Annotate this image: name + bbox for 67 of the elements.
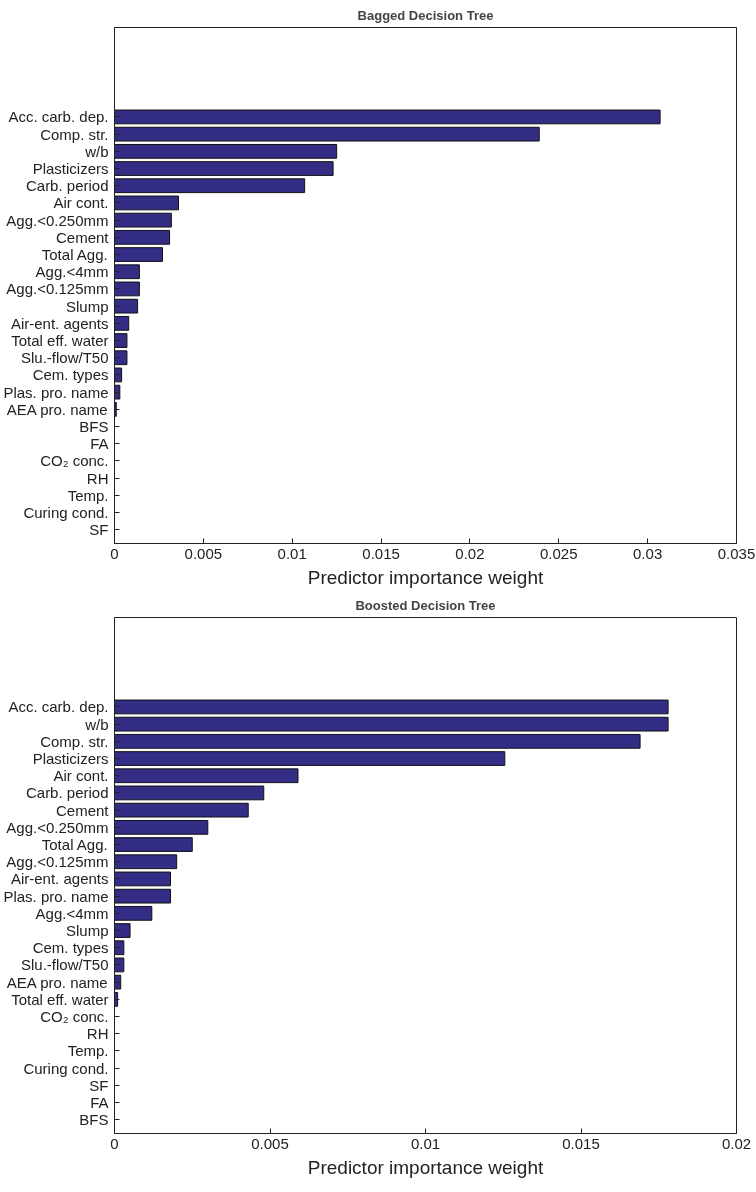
y-tick-label: w/b <box>84 715 109 733</box>
y-tick-label: CO₂ conc. <box>40 452 109 470</box>
y-tick-label: Cem. types <box>32 939 109 957</box>
x-tick-label: 0.02 <box>455 544 485 562</box>
y-tick-label: Total eff. water <box>11 332 109 350</box>
y-tick-label: SF <box>89 1076 109 1094</box>
y-tick-label: AEA pro. name <box>6 400 108 418</box>
y-tick-label: Agg.<0.250mm <box>6 818 109 836</box>
x-tick-label: 0 <box>110 544 119 562</box>
y-tick-label: Cem. types <box>32 366 109 384</box>
y-tick-label: Total Agg. <box>41 246 108 264</box>
y-tick-label: SF <box>89 521 109 539</box>
y-tick-label: Agg.<4mm <box>35 263 109 281</box>
y-tick-label: Air-ent. agents <box>10 870 109 888</box>
x-tick-label: 0.02 <box>721 1134 752 1152</box>
y-tick-label: Curing cond. <box>23 1059 109 1077</box>
y-tick-label: RH <box>86 469 109 487</box>
y-tick-label: BFS <box>79 418 109 436</box>
x-tick-label: 0.01 <box>277 544 307 562</box>
y-tick-label: Acc. carb. dep. <box>8 108 109 126</box>
y-tick-label: Carb. period <box>25 784 109 802</box>
x-tick-label: 0.03 <box>633 544 663 562</box>
y-tick-label: Slu.-flow/T50 <box>20 349 109 367</box>
y-tick-label: Agg.<0.125mm <box>6 853 109 871</box>
y-tick-label: RH <box>86 1025 109 1043</box>
y-tick-label: Agg.<0.250mm <box>6 211 109 229</box>
y-tick-label: Comp. str. <box>40 125 109 143</box>
y-tick-label: Acc. carb. dep. <box>8 698 109 716</box>
x-tick-label: 0.025 <box>540 544 578 562</box>
y-tick-label: Slump <box>65 922 109 940</box>
y-tick-label: Cement <box>55 228 110 246</box>
x-tick-label: 0.005 <box>251 1134 289 1152</box>
y-tick-label: Total Agg. <box>41 836 108 854</box>
y-tick-label: Agg.<0.125mm <box>6 280 109 298</box>
y-tick-label: Plasticizers <box>32 750 109 768</box>
x-tick-label: 0.015 <box>562 1134 600 1152</box>
x-axis-title: Predictor importance weight <box>307 566 544 588</box>
y-tick-label: Air cont. <box>53 767 109 785</box>
y-tick-label: Agg.<4mm <box>35 904 109 922</box>
chart-title: Bagged Decision Tree <box>357 7 494 23</box>
y-tick-label: Plas. pro. name <box>3 383 109 401</box>
y-tick-label: Total eff. water <box>11 990 109 1008</box>
y-tick-label: Air-ent. agents <box>10 314 109 332</box>
y-tick-label: FA <box>90 1094 109 1112</box>
y-tick-label: Plasticizers <box>32 160 109 178</box>
y-tick-label: CO₂ conc. <box>40 1008 109 1026</box>
y-tick-label: AEA pro. name <box>6 973 108 991</box>
x-tick-label: 0.015 <box>362 544 400 562</box>
y-tick-label: BFS <box>79 1111 109 1129</box>
y-tick-label: Air cont. <box>53 194 109 212</box>
x-tick-label: 0 <box>110 1134 119 1152</box>
y-tick-label: Carb. period <box>25 177 109 195</box>
x-tick-label: 0.035 <box>717 544 756 562</box>
x-tick-label: 0.01 <box>410 1134 441 1152</box>
x-tick-label: 0.005 <box>184 544 223 562</box>
y-tick-label: Cement <box>55 801 110 819</box>
y-tick-label: Temp. <box>67 486 109 504</box>
y-tick-label: w/b <box>84 142 109 160</box>
chart-title: Boosted Decision Tree <box>355 597 496 613</box>
y-tick-label: Slump <box>65 297 109 315</box>
x-axis-title: Predictor importance weight <box>307 1156 544 1178</box>
y-tick-label: Plas. pro. name <box>3 887 109 905</box>
y-tick-label: FA <box>90 435 109 453</box>
y-tick-label: Curing cond. <box>23 504 109 522</box>
y-tick-label: Slu.-flow/T50 <box>20 956 109 974</box>
y-tick-label: Temp. <box>67 1042 109 1060</box>
y-tick-label: Comp. str. <box>40 732 109 750</box>
